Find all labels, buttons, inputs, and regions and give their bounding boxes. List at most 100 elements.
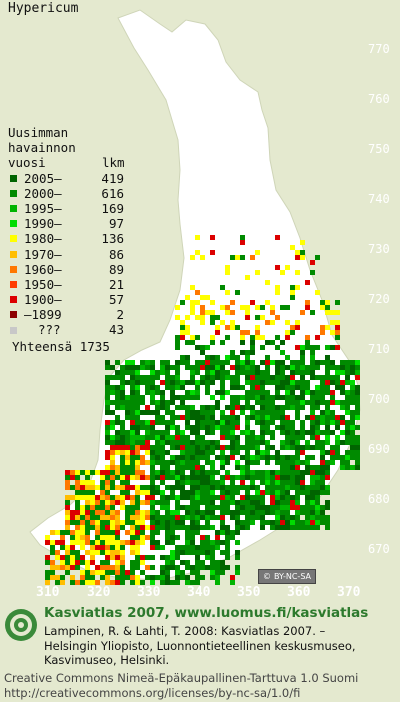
occurrence-square [235,370,240,375]
occurrence-square [215,375,220,380]
occurrence-square [260,425,265,430]
occurrence-square [215,330,220,335]
occurrence-square [320,475,325,480]
occurrence-square [120,435,125,440]
occurrence-square [260,380,265,385]
occurrence-square [280,505,285,510]
occurrence-square [195,425,200,430]
occurrence-square [75,510,80,515]
occurrence-square [230,580,235,585]
occurrence-square [240,365,245,370]
occurrence-square [120,380,125,385]
occurrence-square [100,500,105,505]
occurrence-square [75,530,80,535]
occurrence-square [265,430,270,435]
occurrence-square [145,440,150,445]
occurrence-square [355,410,360,415]
occurrence-square [325,475,330,480]
occurrence-square [160,450,165,455]
occurrence-square [325,420,330,425]
occurrence-square [310,430,315,435]
occurrence-square [275,365,280,370]
occurrence-square [140,555,145,560]
occurrence-square [255,325,260,330]
occurrence-square [200,480,205,485]
occurrence-square [235,515,240,520]
occurrence-square [175,405,180,410]
occurrence-square [165,555,170,560]
occurrence-square [295,485,300,490]
occurrence-square [145,365,150,370]
occurrence-square [120,455,125,460]
occurrence-square [195,365,200,370]
cc-license-badge[interactable]: © BY-NC-SA [258,569,316,584]
occurrence-square [145,575,150,580]
occurrence-square [225,425,230,430]
y-tick: 760 [368,92,390,106]
occurrence-square [130,390,135,395]
occurrence-square [120,365,125,370]
occurrence-square [220,495,225,500]
occurrence-square [330,390,335,395]
occurrence-square [330,380,335,385]
occurrence-square [305,335,310,340]
occurrence-square [135,555,140,560]
occurrence-square [275,315,280,320]
occurrence-square [310,360,315,365]
occurrence-square [140,375,145,380]
occurrence-square [295,405,300,410]
occurrence-square [275,475,280,480]
occurrence-square [255,385,260,390]
kasviatlas-link[interactable]: Kasviatlas 2007, www.luomus.fi/kasviatla… [44,605,369,621]
occurrence-square [310,505,315,510]
occurrence-square [65,555,70,560]
occurrence-square [130,410,135,415]
occurrence-square [45,560,50,565]
occurrence-square [300,420,305,425]
occurrence-square [265,405,270,410]
occurrence-square [70,565,75,570]
occurrence-square [55,575,60,580]
occurrence-square [310,410,315,415]
occurrence-square [165,400,170,405]
occurrence-square [210,470,215,475]
occurrence-square [230,440,235,445]
occurrence-square [290,460,295,465]
occurrence-square [205,505,210,510]
occurrence-square [210,440,215,445]
occurrence-square [95,520,100,525]
occurrence-square [285,505,290,510]
occurrence-square [290,445,295,450]
occurrence-square [235,405,240,410]
occurrence-square [285,460,290,465]
occurrence-square [215,455,220,460]
occurrence-square [160,515,165,520]
occurrence-square [80,545,85,550]
legend-range: 1900– [24,292,62,308]
occurrence-square [205,445,210,450]
occurrence-square [130,450,135,455]
occurrence-square [110,425,115,430]
occurrence-square [310,415,315,420]
license-link[interactable]: http://creativecommons.org/licenses/by-n… [4,686,301,700]
legend-range: 1960– [24,261,62,277]
occurrence-square [110,385,115,390]
occurrence-square [345,405,350,410]
occurrence-square [210,445,215,450]
occurrence-square [290,520,295,525]
occurrence-square [90,515,95,520]
occurrence-square [300,505,305,510]
occurrence-square [230,455,235,460]
occurrence-square [275,460,280,465]
occurrence-square [355,370,360,375]
occurrence-square [115,525,120,530]
occurrence-square [260,370,265,375]
occurrence-square [185,425,190,430]
occurrence-square [230,490,235,495]
map-title: Hypericum [8,1,79,16]
occurrence-square [145,500,150,505]
occurrence-square [320,380,325,385]
occurrence-square [115,445,120,450]
occurrence-square [105,480,110,485]
occurrence-square [200,490,205,495]
